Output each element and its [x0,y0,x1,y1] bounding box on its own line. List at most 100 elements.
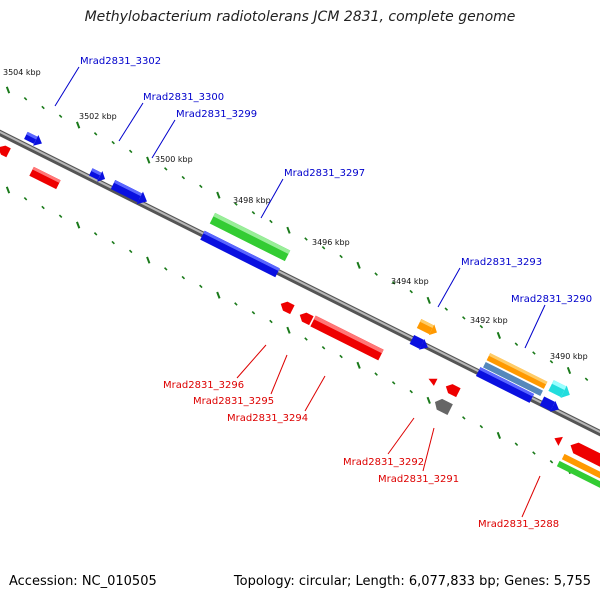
scale-tick [286,326,291,334]
gene-arrow-red[interactable] [552,434,563,446]
gene-label[interactable]: Mrad2831_3293 [461,257,542,268]
scale-tick [23,96,28,101]
gene-label[interactable]: Mrad2831_3292 [343,457,424,468]
scale-tick [111,140,115,145]
gene-label[interactable]: Mrad2831_3297 [284,168,365,179]
scale-label: 3490 kbp [550,352,588,361]
gene-label[interactable]: Mrad2831_3291 [378,474,459,485]
genome-summary-text: Topology: circular; Length: 6,077,833 bp… [233,574,591,589]
scale-tick [304,237,308,241]
scale-tick [496,431,501,439]
gene-arrow-blue[interactable] [539,396,561,415]
gene-bar-orange[interactable] [486,353,548,389]
scale-ticks [5,86,589,482]
scale-tick [462,416,466,420]
accession-text: Accession: NC_010505 [9,574,157,589]
scale-label: 3498 kbp [233,196,271,205]
scale-tick [199,284,203,289]
forward-gene-labels: Mrad2831_3302 Mrad2831_3300 Mrad2831_329… [80,56,592,305]
gene-bar-red[interactable] [568,440,600,475]
gene-label[interactable]: Mrad2831_3294 [227,413,308,424]
scale-tick [216,291,221,299]
scale-tick [75,221,81,229]
gene-label[interactable]: Mrad2831_3290 [511,294,592,305]
gene-arrow-blue[interactable] [23,130,44,149]
scale-tick [409,389,413,394]
scale-tick [269,319,273,324]
scale-tick [93,232,98,236]
callout-lines [54,66,546,518]
gene-features [0,130,600,494]
scale-tick [234,302,238,306]
scale-tick [356,261,361,269]
scale-tick [269,219,273,224]
gene-bar-green[interactable] [556,460,600,494]
gene-label[interactable]: Mrad2831_3288 [478,519,559,530]
scale-label: 3504 kbp [3,68,41,77]
gene-arrow-red[interactable] [444,382,461,398]
gene-label[interactable]: Mrad2831_3302 [80,56,161,67]
scale-tick [164,167,168,171]
scale-tick [479,424,484,429]
scale-tick [409,289,413,294]
gene-arrow-orange[interactable] [416,318,439,338]
scale-tick [444,307,449,311]
map-title: Methylobacterium radiotolerans JCM 2831,… [84,9,516,25]
scale-tick [251,310,256,315]
scale-tick [128,249,133,254]
scale-tick [234,202,238,206]
gene-bar-green[interactable] [209,212,291,262]
scale-tick [286,226,291,234]
scale-tick [532,351,536,355]
scale-tick [164,267,168,271]
gene-bar-gray[interactable] [432,397,453,415]
gene-bar-steel[interactable] [483,361,543,397]
gene-arrow-blue[interactable] [409,334,430,353]
scale-tick [128,149,133,154]
gene-label[interactable]: Mrad2831_3295 [193,396,274,407]
gene-label[interactable]: Mrad2831_3299 [176,109,257,120]
scale-tick [304,337,308,341]
scale-tick [514,342,519,346]
scale-tick [75,121,81,129]
gene-arrow-red[interactable] [298,310,314,326]
scale-tick [321,246,326,250]
scale-tick [93,132,98,136]
scale-tick [58,114,63,119]
scale-tick [23,196,28,201]
scale-tick [41,105,45,110]
scale-tick [356,361,361,369]
gene-bar-blue[interactable] [200,230,280,278]
scale-label: 3494 kbp [391,277,429,286]
scale-tick [181,175,186,180]
scale-tick [339,354,343,359]
scale-label: 3492 kbp [470,316,508,325]
scale-tick [514,442,519,446]
gene-arrow-blue[interactable] [110,178,150,208]
gene-bar-red[interactable] [29,166,61,190]
gene-bar-blue[interactable] [475,367,535,403]
scale-tick [5,186,11,194]
gene-arrow-blue[interactable] [88,167,108,185]
scale-label: 3502 kbp [79,112,117,121]
scale-labels: 3504 kbp 3502 kbp 3500 kbp 3498 kbp 3496… [3,68,588,361]
gene-bar-red[interactable] [310,315,384,361]
scale-tick [58,214,63,219]
gene-arrow-cyan[interactable] [548,379,573,401]
scale-tick [391,381,396,385]
scale-tick [462,316,466,320]
gene-arrow-red[interactable] [427,375,438,386]
gene-label[interactable]: Mrad2831_3296 [163,380,244,391]
scale-tick [199,184,203,189]
gene-label[interactable]: Mrad2831_3300 [143,92,224,103]
gene-arrow-red[interactable] [0,143,11,158]
gene-bar-orange[interactable] [561,453,600,487]
scale-tick [41,205,45,210]
scale-tick [216,191,221,199]
scale-tick [339,254,343,259]
scale-tick [181,275,186,280]
gene-arrow-red[interactable] [279,299,295,315]
scale-tick [426,396,431,404]
scale-tick [251,210,256,215]
scale-tick [5,86,11,94]
